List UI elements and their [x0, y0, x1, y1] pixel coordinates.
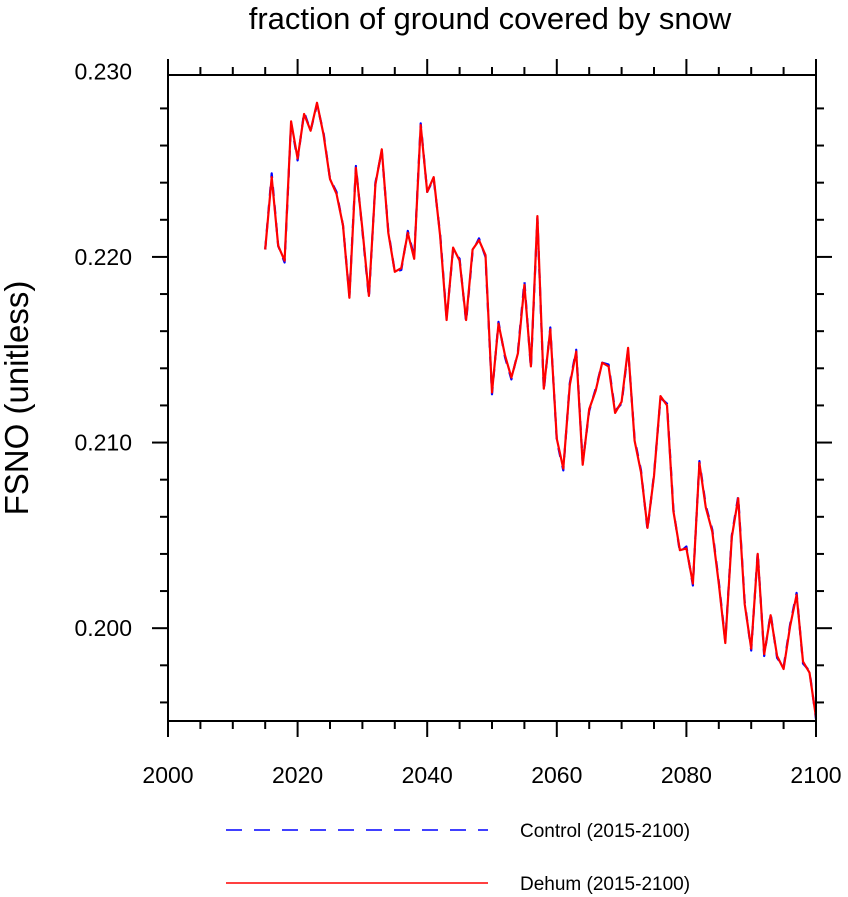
series-lines: [264, 101, 818, 720]
y-tick-label: 0.200: [74, 615, 132, 641]
x-tick-label: 2020: [272, 762, 323, 788]
chart-title: fraction of ground covered by snow: [249, 1, 732, 36]
y-tick-label: 0.230: [74, 58, 132, 84]
series-line-dehum: [264, 101, 818, 718]
y-axis-label: FSNO (unitless): [0, 281, 35, 516]
y-tick-label: 0.220: [74, 244, 132, 270]
x-tick-label: 2060: [531, 762, 582, 788]
legend-dehum-label: Dehum (2015-2100): [520, 874, 690, 895]
plot-frame: [167, 74, 817, 722]
legend: Control (2015-2100) Dehum (2015-2100): [226, 821, 690, 895]
x-tick-label: 2000: [142, 762, 193, 788]
x-tick-label: 2080: [661, 762, 712, 788]
legend-control-label: Control (2015-2100): [520, 821, 690, 842]
series-line-control: [264, 103, 818, 720]
axis-ticks: [152, 59, 832, 737]
x-tick-label: 2100: [790, 762, 841, 788]
x-tick-label: 2040: [402, 762, 453, 788]
axis-tick-labels: 2000 2020 2040 2060 2080 2100 0.200 0.210 0.220 0…: [74, 58, 841, 788]
y-tick-label: 0.210: [74, 430, 132, 456]
